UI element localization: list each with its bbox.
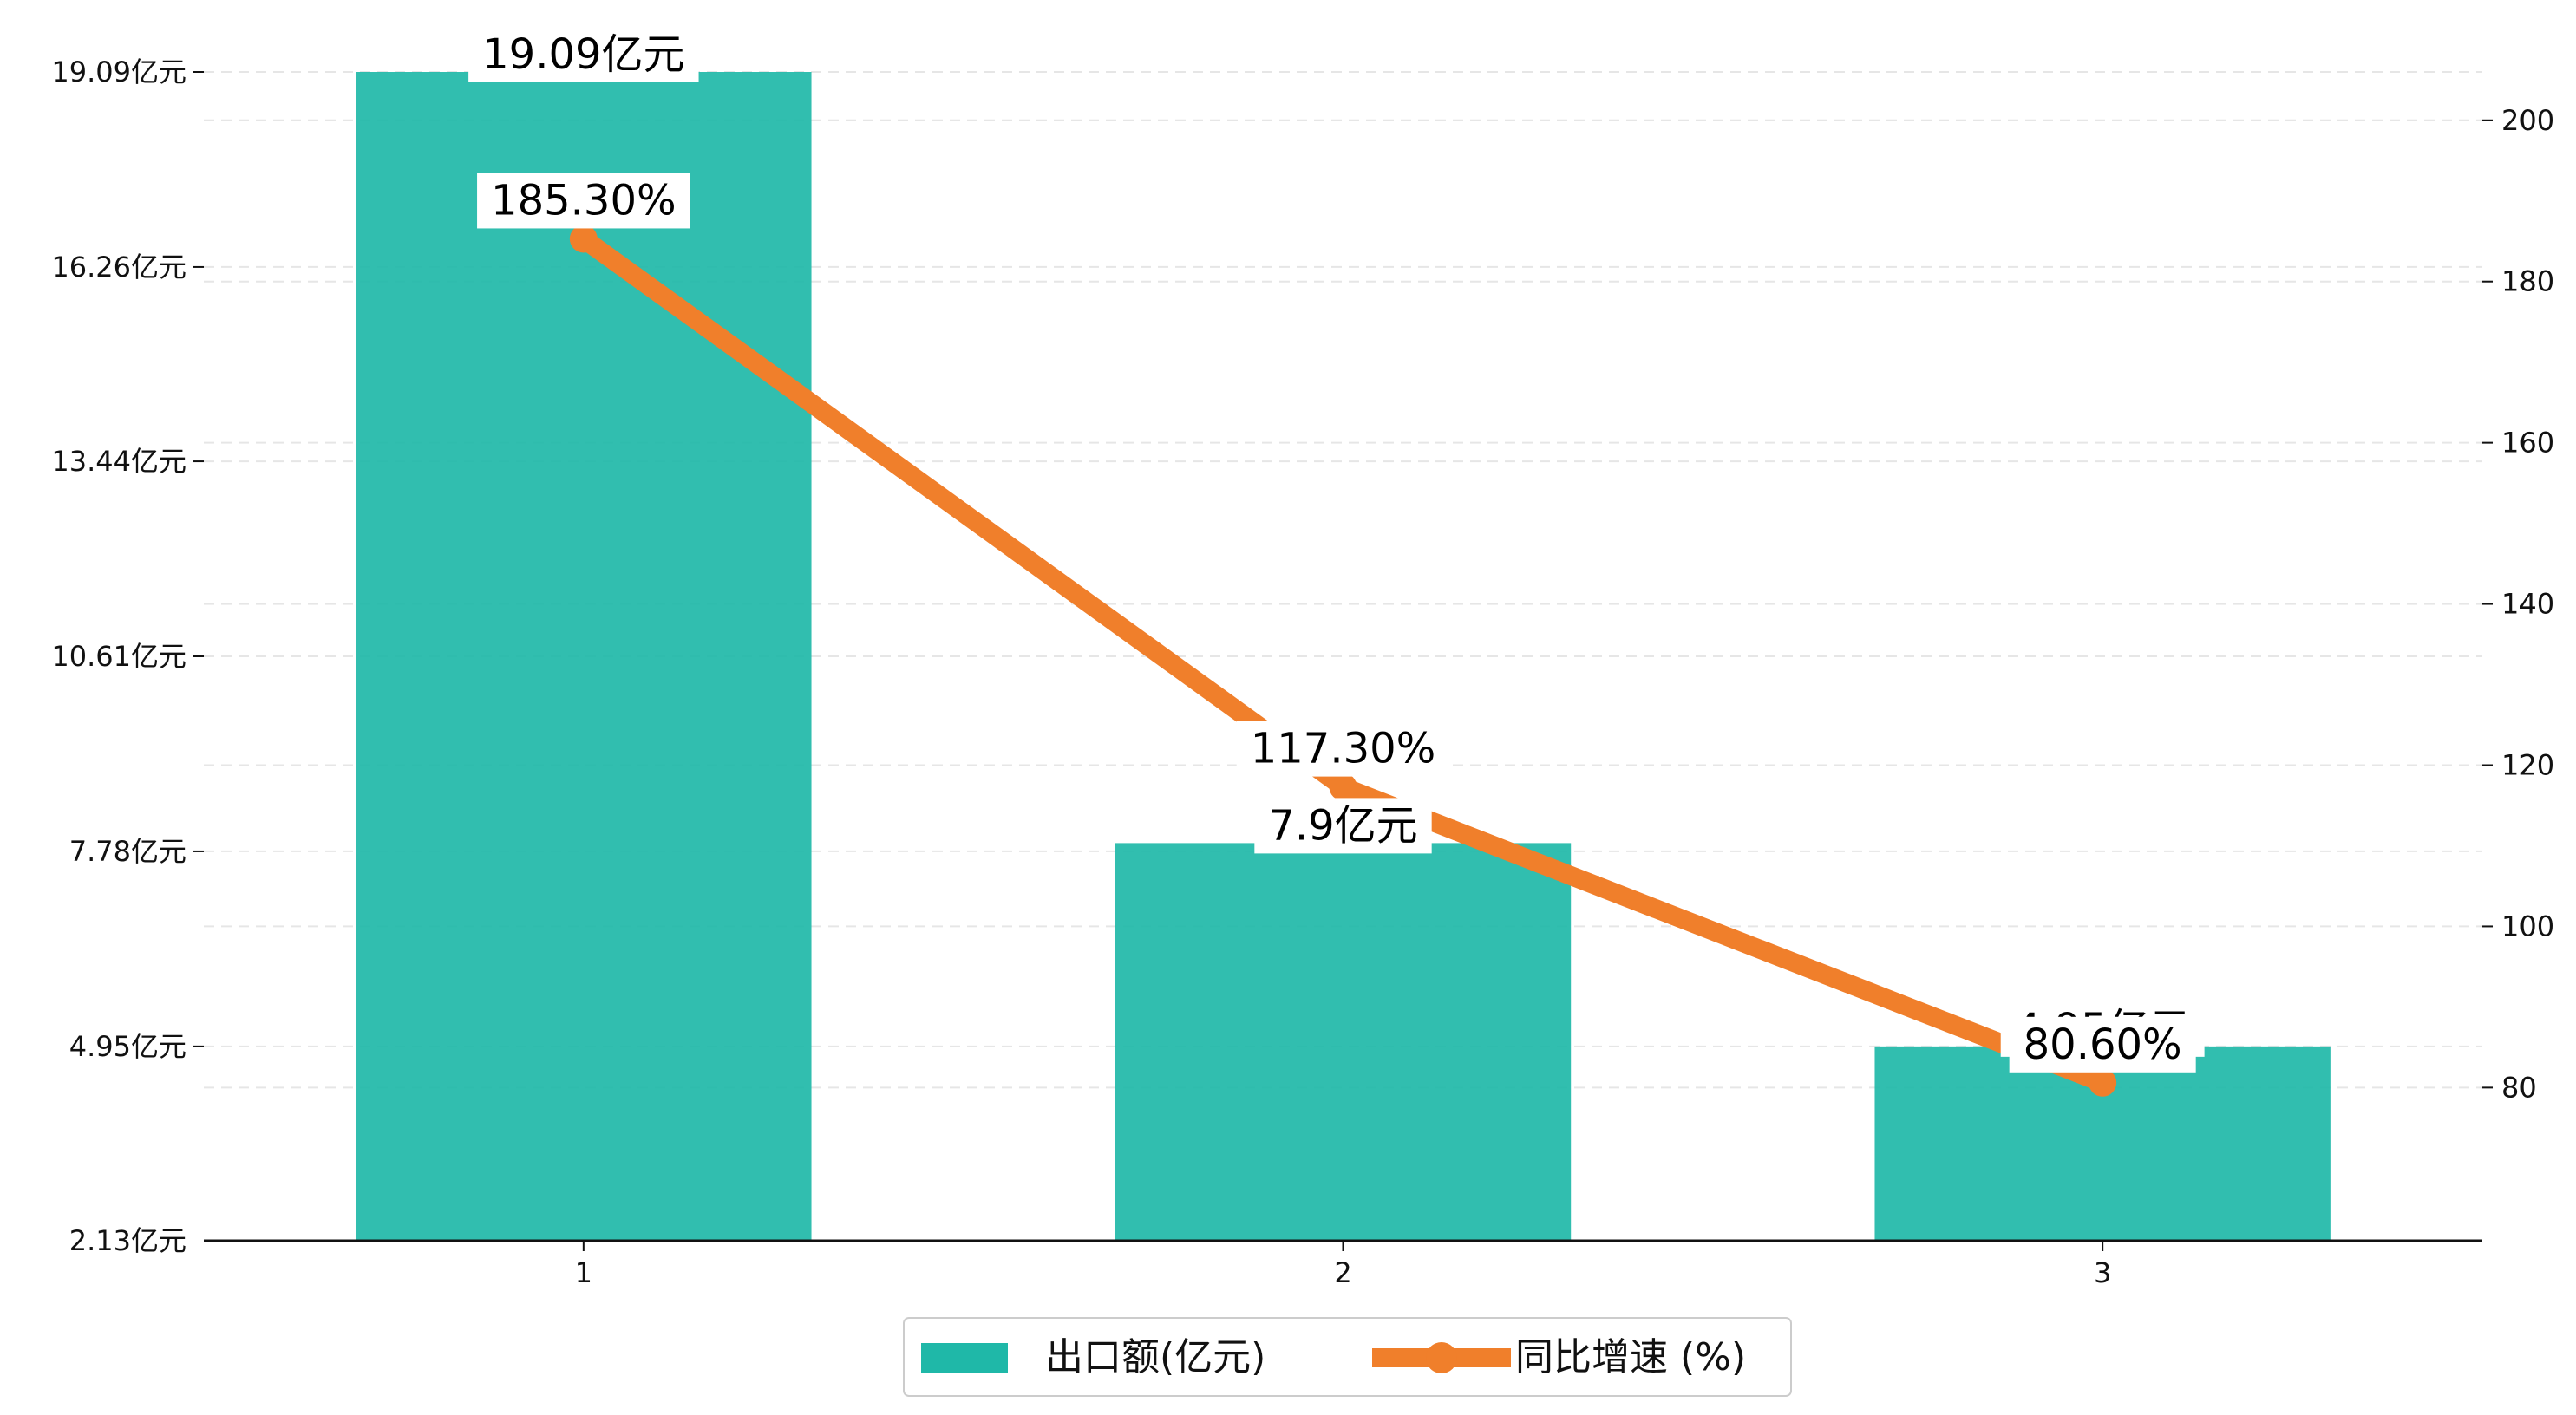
bar-1 bbox=[356, 72, 812, 1241]
legend-line-marker bbox=[1426, 1342, 1457, 1373]
bar-label-1: 19.09亿元 bbox=[482, 30, 684, 79]
legend: 出口额(亿元) 同比增速 (%) bbox=[903, 1317, 1792, 1397]
legend-bar-label: 出口额(亿元) bbox=[1045, 1335, 1265, 1379]
line-label-1-bg bbox=[477, 173, 690, 229]
bar-label-1-bg bbox=[468, 27, 699, 82]
right-tick-label: 200 bbox=[2501, 104, 2554, 137]
legend-bar-swatch bbox=[921, 1343, 1008, 1373]
left-tick-label: 10.61亿元 bbox=[51, 640, 186, 673]
right-tick-label: 160 bbox=[2501, 427, 2554, 460]
line-data-labels: 185.30% 117.30% 80.60% bbox=[477, 173, 2196, 1073]
right-tick-label: 180 bbox=[2501, 265, 2554, 298]
right-tick-label: 140 bbox=[2501, 588, 2554, 621]
bar-2 bbox=[1115, 843, 1572, 1241]
bar-label-2: 7.9亿元 bbox=[1268, 801, 1417, 850]
left-tick-label: 16.26亿元 bbox=[51, 251, 186, 284]
line-point-1 bbox=[569, 225, 598, 253]
right-tick-label: 100 bbox=[2501, 910, 2554, 942]
line-point-2 bbox=[1329, 773, 1357, 801]
line-label-3-bg bbox=[2009, 1016, 2196, 1073]
bar-label-2-bg bbox=[1254, 798, 1432, 854]
legend-line-label: 同比增速 (%) bbox=[1515, 1335, 1746, 1379]
left-tick-label: 19.09亿元 bbox=[51, 55, 186, 88]
right-tick-label: 80 bbox=[2501, 1071, 2537, 1104]
axes: 2.13亿元 4.95亿元 7.78亿元 10.61亿元 13.44亿元 16.26亿元 1… bbox=[51, 55, 2554, 1289]
x-tick-label: 3 bbox=[2094, 1256, 2111, 1289]
line-label-2: 117.30% bbox=[1251, 725, 1436, 773]
left-tick-label: 4.95亿元 bbox=[69, 1030, 186, 1063]
x-tick-label: 2 bbox=[1334, 1256, 1351, 1289]
line-series bbox=[569, 225, 2117, 1097]
line-label-2-bg bbox=[1236, 721, 1450, 777]
line-point-3 bbox=[2089, 1068, 2117, 1097]
bar-series bbox=[356, 72, 2331, 1241]
line-label-3: 80.60% bbox=[2024, 1020, 2182, 1069]
x-tick-label: 1 bbox=[575, 1256, 592, 1289]
legend-box bbox=[903, 1317, 1792, 1397]
right-tick-label: 120 bbox=[2501, 749, 2554, 782]
line-label-1: 185.30% bbox=[491, 176, 677, 225]
left-tick-label: 13.44亿元 bbox=[51, 445, 186, 478]
left-tick-label: 2.13亿元 bbox=[69, 1224, 186, 1257]
left-tick-label: 7.78亿元 bbox=[69, 835, 186, 868]
